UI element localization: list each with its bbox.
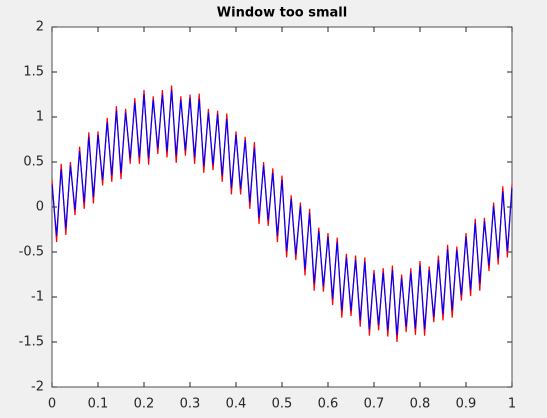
x-tick-label: 0.5 (272, 397, 293, 412)
x-tick-label: 0.8 (410, 397, 431, 412)
y-tick-label: -1.5 (19, 335, 44, 350)
y-tick-label: -1 (31, 290, 44, 305)
chart-title: Window too small (217, 6, 347, 21)
x-tick-label: 0 (48, 397, 56, 412)
x-tick-label: 0.2 (134, 397, 155, 412)
x-tick-label: 0.4 (226, 397, 247, 412)
x-tick-label: 0.6 (318, 397, 339, 412)
line-series (51, 89, 513, 335)
y-tick-label: 1.5 (23, 65, 44, 80)
x-tick-label: 0.7 (364, 397, 385, 412)
x-tick-label: 0.1 (88, 397, 109, 412)
y-tick-label: 1 (36, 110, 44, 125)
y-tick-label: 0.5 (23, 155, 44, 170)
y-tick-label: 0 (36, 200, 44, 215)
y-tick-label: 2 (36, 20, 44, 35)
x-tick-label: 0.9 (456, 397, 477, 412)
y-tick-label: -0.5 (19, 245, 44, 260)
y-tick-label: -2 (31, 380, 44, 395)
x-tick-label: 0.3 (180, 397, 201, 412)
x-tick-label: 1 (508, 397, 516, 412)
plot-area (51, 26, 513, 388)
